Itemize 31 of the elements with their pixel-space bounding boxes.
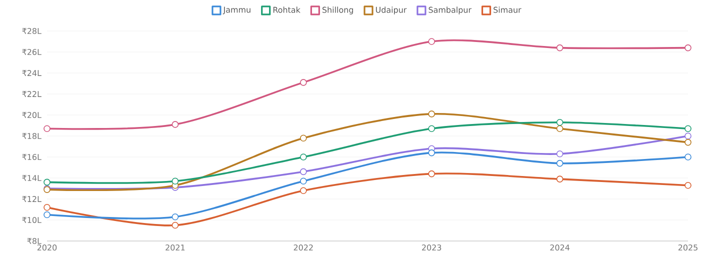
point — [44, 204, 50, 211]
point — [684, 132, 692, 140]
point — [556, 176, 564, 182]
point — [428, 125, 435, 132]
point — [428, 110, 435, 118]
point — [172, 213, 179, 220]
point — [428, 170, 435, 178]
point — [684, 138, 692, 146]
point — [556, 125, 564, 132]
point — [684, 154, 692, 160]
point — [300, 187, 307, 194]
point — [172, 121, 179, 128]
point — [556, 150, 564, 158]
point — [556, 160, 564, 167]
point — [300, 168, 307, 176]
point — [300, 154, 307, 160]
point — [428, 38, 435, 45]
point — [44, 178, 50, 186]
point — [684, 125, 692, 132]
point — [556, 44, 564, 52]
point — [44, 211, 50, 218]
point — [300, 178, 307, 185]
point — [44, 125, 50, 132]
point — [172, 222, 179, 229]
point — [428, 149, 435, 156]
point — [300, 79, 307, 86]
point — [684, 44, 692, 52]
point — [172, 178, 179, 185]
point — [684, 182, 692, 189]
point — [556, 118, 564, 126]
point — [300, 134, 307, 142]
